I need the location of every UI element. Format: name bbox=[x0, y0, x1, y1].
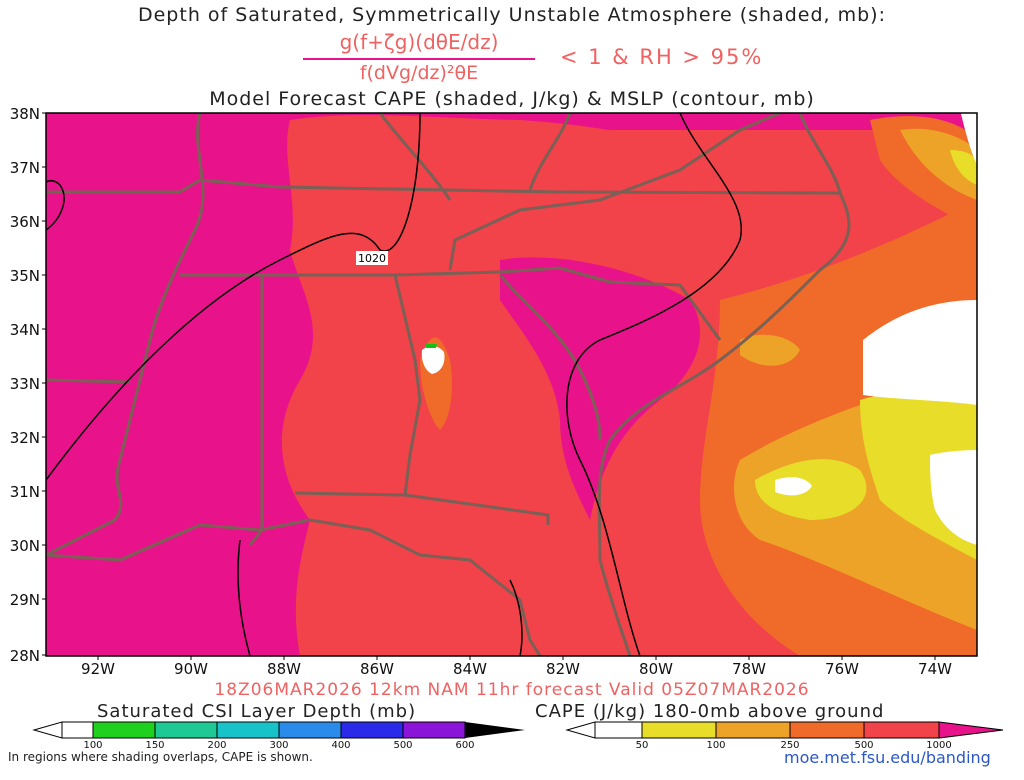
formula-numerator: g(f+ζg)(dθE/dz) bbox=[339, 30, 499, 54]
lat-ticks bbox=[42, 112, 46, 656]
cape-tick-label: 1000 bbox=[926, 740, 951, 751]
lon-ticks bbox=[97, 656, 936, 660]
isobar-label-box bbox=[356, 251, 388, 265]
csi-tick-label: 400 bbox=[331, 740, 350, 751]
lat-label: 29N bbox=[10, 591, 40, 609]
lon-label: 84W bbox=[453, 660, 487, 678]
forecast-map: 1020 38N 37N 36N 35N 34N 33N 32N 31N 30N… bbox=[10, 105, 978, 678]
lat-label: 30N bbox=[10, 537, 40, 555]
lat-label: 33N bbox=[10, 375, 40, 393]
state-borders bbox=[46, 113, 851, 656]
lon-label: 92W bbox=[81, 660, 115, 678]
map-title: Depth of Saturated, Symmetrically Unstab… bbox=[137, 4, 886, 26]
lat-label: 28N bbox=[10, 647, 40, 665]
cape-tick-label: 100 bbox=[706, 740, 725, 751]
lat-label: 32N bbox=[10, 429, 40, 447]
csi-colorbar-title: Saturated CSI Layer Depth (mb) bbox=[97, 701, 417, 722]
lat-label: 38N bbox=[10, 105, 40, 123]
csi-tick-label: 600 bbox=[455, 740, 474, 751]
source-url[interactable]: moe.met.fsu.edu/banding bbox=[784, 748, 991, 767]
lon-label: 74W bbox=[918, 660, 952, 678]
formula-denominator: f(dVg/dz)²θE bbox=[359, 62, 479, 84]
map-subtitle: Model Forecast CAPE (shaded, J/kg) & MSL… bbox=[209, 88, 815, 110]
csi-tick-label: 500 bbox=[393, 740, 412, 751]
isobar-label: 1020 bbox=[358, 252, 386, 265]
cape-colorbar bbox=[565, 721, 1004, 739]
csi-colorbar-ticks: 100 150 200 300 400 500 600 bbox=[83, 740, 474, 751]
mslp-isobars bbox=[46, 113, 743, 656]
lon-label: 76W bbox=[825, 660, 859, 678]
cape-tick-label: 250 bbox=[780, 740, 799, 751]
lon-label: 80W bbox=[639, 660, 673, 678]
csi-tick-label: 100 bbox=[83, 740, 102, 751]
overlap-note: In regions where shading overlaps, CAPE … bbox=[8, 750, 313, 764]
longitude-labels: 92W 90W 88W 86W 84W 82W 80W 78W 76W 74W bbox=[81, 660, 952, 678]
lat-label: 35N bbox=[10, 267, 40, 285]
csi-tick-label: 200 bbox=[207, 740, 226, 751]
formula-condition: < 1 & RH > 95% bbox=[560, 45, 764, 69]
cape-shading bbox=[46, 113, 977, 656]
lon-label: 88W bbox=[267, 660, 301, 678]
csi-tick-label: 150 bbox=[145, 740, 164, 751]
cape-colorbar-title: CAPE (J/kg) 180-0mb above ground bbox=[535, 701, 885, 722]
lon-label: 86W bbox=[360, 660, 394, 678]
cape-colorbar-ticks: 50 100 250 500 1000 bbox=[636, 740, 952, 751]
lat-label: 34N bbox=[10, 321, 40, 339]
csi-tick-label: 300 bbox=[269, 740, 288, 751]
latitude-labels: 38N 37N 36N 35N 34N 33N 32N 31N 30N 29N … bbox=[10, 105, 40, 665]
lon-label: 90W bbox=[174, 660, 208, 678]
lon-label: 78W bbox=[732, 660, 766, 678]
lat-label: 37N bbox=[10, 159, 40, 177]
forecast-run-info: 18Z06MAR2026 12km NAM 11hr forecast Vali… bbox=[214, 680, 810, 700]
csi-colorbar bbox=[32, 721, 525, 739]
map-frame bbox=[45, 112, 978, 657]
lat-label: 31N bbox=[10, 483, 40, 501]
colorbars: 100 150 200 300 400 500 600 50 100 250 5… bbox=[32, 721, 1004, 751]
formula-fraction-bar bbox=[303, 58, 535, 60]
cape-tick-label: 500 bbox=[854, 740, 873, 751]
lat-label: 36N bbox=[10, 213, 40, 231]
cape-tick-label: 50 bbox=[636, 740, 649, 751]
lon-label: 82W bbox=[546, 660, 580, 678]
